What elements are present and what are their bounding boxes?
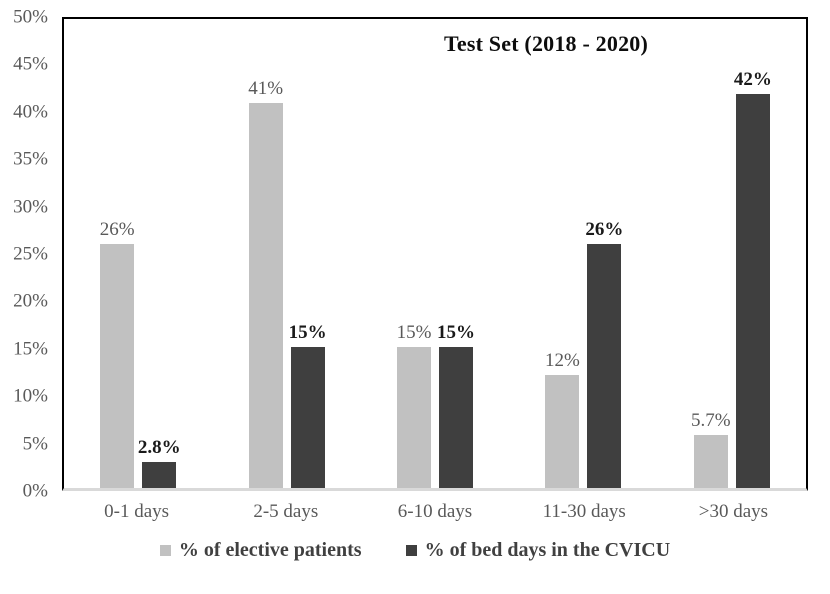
bar-series-1: 2.8% [138, 438, 181, 488]
bar-series-0: 41% [248, 79, 283, 488]
bar-group: 5.7% 42% [658, 19, 806, 488]
legend-label: % of elective patients [178, 539, 362, 561]
bar-series-0: 12% [545, 351, 580, 488]
y-tick-label: 50% [13, 6, 48, 28]
legend-item-0: % of elective patients [159, 539, 362, 561]
bar-series-1: 26% [585, 220, 623, 488]
bar-group: 41% 15% [212, 19, 360, 488]
bar-value-label: 12% [545, 350, 580, 372]
bar-series-1: 15% [437, 323, 475, 488]
y-tick-label: 5% [22, 433, 48, 455]
bar-value-label: 15% [288, 322, 327, 344]
y-tick-label: 45% [13, 53, 48, 75]
bar-value-label: 42% [733, 69, 772, 91]
y-tick-label: 10% [13, 385, 48, 407]
y-tick-label: 30% [13, 196, 48, 218]
y-tick-label: 0% [22, 480, 48, 502]
legend-item-1: % of bed days in the CVICU [405, 539, 671, 561]
x-category-label: 6-10 days [397, 501, 473, 522]
bar-series-0: 5.7% [691, 411, 731, 488]
bar-value-label: 26% [585, 219, 624, 241]
bar-series-1: 42% [734, 70, 772, 488]
bar-value-label: 26% [99, 219, 135, 241]
legend-label: % of bed days in the CVICU [424, 539, 671, 561]
y-tick-label: 25% [13, 243, 48, 265]
bar-value-label: 2.8% [137, 436, 181, 458]
bar-groups: 26% 2.8% 41% 15% 15% 15% 12% 26% 5.7% 42% [64, 19, 806, 488]
bar-value-label: 41% [248, 78, 284, 100]
bar-series-0: 26% [100, 220, 135, 488]
x-category-label: 11-30 days [542, 501, 626, 522]
plot-area: Test Set (2018 - 2020) 26% 2.8% 41% 15% 15% 1… [62, 17, 808, 491]
bar-group: 12% 26% [509, 19, 657, 488]
y-tick-label: 40% [13, 101, 48, 123]
bar-group: 15% 15% [361, 19, 509, 488]
y-tick-label: 15% [13, 338, 48, 360]
bar-value-label: 15% [396, 322, 432, 344]
x-axis: 0-1 days 2-5 days 6-10 days 11-30 days >30 d… [62, 501, 808, 523]
legend: % of elective patients % of bed days in t… [0, 540, 830, 560]
bar-series-1: 15% [289, 323, 327, 488]
x-category-label: 0-1 days [104, 501, 170, 522]
x-category-label: >30 days [698, 501, 769, 522]
bar-group: 26% 2.8% [64, 19, 212, 488]
y-tick-label: 35% [13, 148, 48, 170]
chart-title: Test Set (2018 - 2020) [444, 31, 649, 56]
y-axis: 0% 5% 10% 15% 20% 25% 30% 35% 40% 45% 50% [0, 8, 50, 501]
legend-swatch-icon [405, 544, 417, 556]
y-tick-label: 20% [13, 290, 48, 312]
bar-series-0: 15% [397, 323, 431, 488]
bar-value-label: 5.7% [691, 409, 731, 431]
x-category-label: 2-5 days [253, 501, 319, 522]
legend-swatch-icon [159, 544, 171, 556]
bar-value-label: 15% [437, 322, 476, 344]
